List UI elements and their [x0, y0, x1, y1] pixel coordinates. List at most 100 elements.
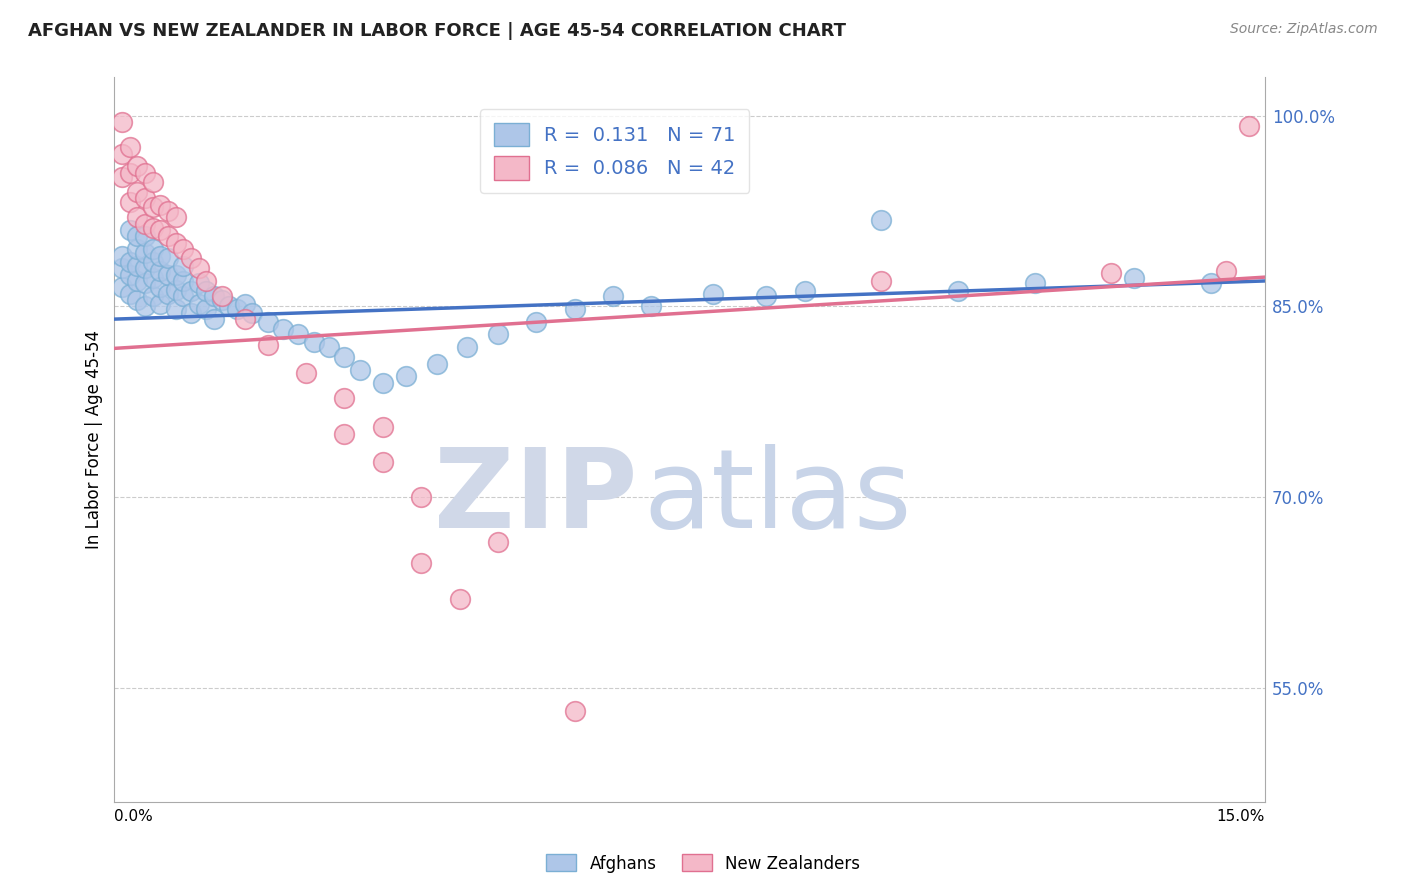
- Point: [195, 274, 218, 288]
- Point: [349, 363, 371, 377]
- Point: [142, 200, 165, 214]
- Point: [211, 289, 233, 303]
- Point: [118, 166, 141, 180]
- Point: [142, 242, 165, 256]
- Point: [111, 261, 134, 276]
- Point: [157, 251, 180, 265]
- Text: Source: ZipAtlas.com: Source: ZipAtlas.com: [1230, 22, 1378, 37]
- Point: [211, 293, 233, 307]
- Point: [218, 299, 240, 313]
- Point: [157, 268, 180, 282]
- Point: [1024, 277, 1046, 291]
- Point: [134, 229, 156, 244]
- Point: [165, 301, 187, 316]
- Point: [318, 340, 340, 354]
- Point: [287, 327, 309, 342]
- Point: [1239, 119, 1261, 133]
- Point: [411, 557, 433, 571]
- Legend: R =  0.131   N = 71, R =  0.086   N = 42: R = 0.131 N = 71, R = 0.086 N = 42: [481, 109, 749, 194]
- Point: [165, 211, 187, 225]
- Point: [333, 391, 356, 405]
- Point: [127, 185, 149, 199]
- Point: [180, 251, 202, 265]
- Point: [1099, 266, 1122, 280]
- Point: [226, 301, 249, 316]
- Point: [233, 297, 256, 311]
- Point: [134, 299, 156, 313]
- Point: [195, 301, 218, 316]
- Point: [371, 420, 394, 434]
- Point: [371, 376, 394, 390]
- Point: [142, 271, 165, 285]
- Y-axis label: In Labor Force | Age 45-54: In Labor Force | Age 45-54: [86, 330, 103, 549]
- Point: [870, 213, 893, 227]
- Point: [111, 115, 134, 129]
- Point: [793, 284, 815, 298]
- Point: [271, 322, 294, 336]
- Point: [165, 235, 187, 250]
- Point: [111, 248, 134, 262]
- Text: ZIP: ZIP: [434, 444, 638, 551]
- Point: [127, 229, 149, 244]
- Point: [564, 301, 586, 316]
- Point: [149, 297, 172, 311]
- Point: [333, 351, 356, 365]
- Point: [456, 340, 478, 354]
- Point: [127, 211, 149, 225]
- Point: [640, 299, 662, 313]
- Point: [127, 293, 149, 307]
- Point: [564, 704, 586, 718]
- Point: [142, 255, 165, 269]
- Point: [172, 289, 194, 303]
- Point: [165, 268, 187, 282]
- Point: [233, 312, 256, 326]
- Point: [111, 169, 134, 184]
- Point: [127, 242, 149, 256]
- Point: [142, 175, 165, 189]
- Point: [1123, 271, 1146, 285]
- Text: 0.0%: 0.0%: [114, 809, 153, 824]
- Point: [134, 191, 156, 205]
- Point: [486, 327, 509, 342]
- Point: [142, 289, 165, 303]
- Point: [870, 274, 893, 288]
- Point: [180, 284, 202, 298]
- Point: [172, 242, 194, 256]
- Point: [127, 160, 149, 174]
- Point: [172, 259, 194, 273]
- Point: [149, 264, 172, 278]
- Point: [118, 195, 141, 210]
- Point: [134, 246, 156, 260]
- Point: [149, 280, 172, 294]
- Point: [202, 312, 225, 326]
- Text: AFGHAN VS NEW ZEALANDER IN LABOR FORCE | AGE 45-54 CORRELATION CHART: AFGHAN VS NEW ZEALANDER IN LABOR FORCE |…: [28, 22, 846, 40]
- Point: [302, 334, 325, 349]
- Point: [755, 289, 778, 303]
- Point: [295, 366, 318, 380]
- Legend: Afghans, New Zealanders: Afghans, New Zealanders: [540, 847, 866, 880]
- Point: [149, 223, 172, 237]
- Point: [187, 261, 209, 276]
- Point: [142, 220, 165, 235]
- Point: [111, 146, 134, 161]
- Point: [187, 297, 209, 311]
- Point: [524, 315, 547, 329]
- Point: [149, 248, 172, 262]
- Point: [411, 490, 433, 504]
- Point: [371, 454, 394, 468]
- Point: [118, 286, 141, 301]
- Point: [157, 229, 180, 244]
- Point: [111, 280, 134, 294]
- Point: [134, 217, 156, 231]
- Point: [1199, 277, 1222, 291]
- Point: [195, 284, 218, 298]
- Point: [134, 277, 156, 291]
- Point: [134, 261, 156, 276]
- Point: [449, 591, 471, 606]
- Point: [425, 357, 447, 371]
- Point: [602, 289, 624, 303]
- Point: [134, 166, 156, 180]
- Point: [702, 286, 724, 301]
- Point: [165, 283, 187, 297]
- Point: [127, 259, 149, 273]
